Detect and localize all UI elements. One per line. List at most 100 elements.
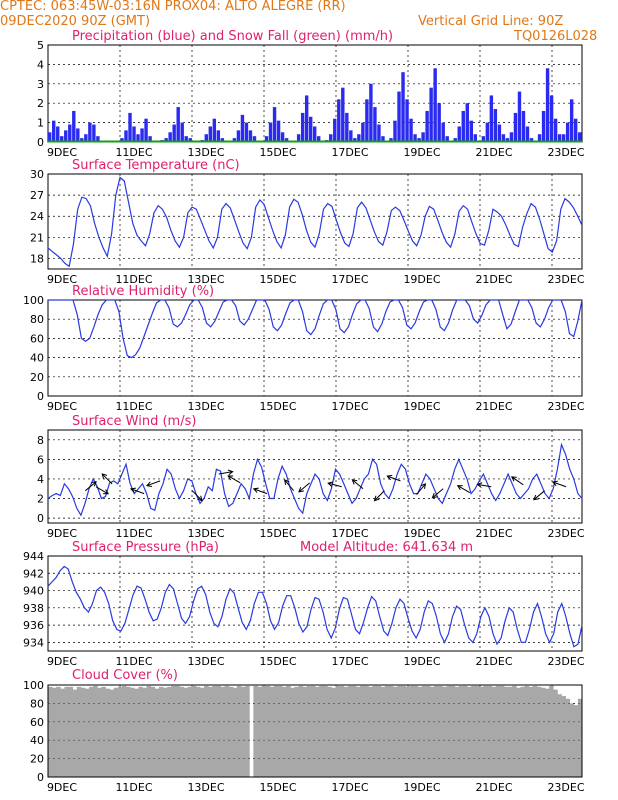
panel-1-precip-bar-51 [252, 136, 257, 142]
panel-6-ytick-label-0: 0 [37, 771, 44, 784]
panel-4-wind-arrow-9 [284, 479, 295, 492]
panel-1-precip-bar-116 [513, 112, 518, 142]
panel-4-wind-arrowhead-4 [146, 481, 153, 487]
panel-6-cloud-bar-101 [462, 685, 468, 777]
panel-6-cloud-bar-109 [495, 685, 501, 777]
panel-5-xtick-label-2: 13DEC [187, 655, 224, 668]
panel-1-precip-bar-96 [433, 68, 437, 142]
panel-6-cloud-bar-44 [228, 686, 234, 777]
panel-6-cloud-bar-86 [401, 685, 406, 777]
panel-1-precip-bar-59 [284, 138, 289, 142]
panel-4-wind-arrow-10 [298, 482, 310, 493]
panel-1-precip-bar-89 [405, 99, 409, 142]
panel-4-wind-arrow-12 [352, 479, 364, 490]
panel-4-wind-arrowhead-10 [298, 487, 304, 493]
panel-6-cloud-bar-128 [573, 705, 579, 777]
panel-6-cloud-bar-15 [109, 689, 115, 777]
panel-4-wind-arrow-0 [85, 481, 97, 492]
panel-1-precip-bar-95 [429, 87, 433, 142]
panel-6-xtick-label-3: 15DEC [259, 781, 296, 794]
panel-6-cloud-bar-79 [372, 685, 378, 777]
panel-6-cloud-bar-1 [52, 687, 57, 777]
panel-3-xtick-label-2: 13DEC [187, 400, 224, 413]
panel-1-precip-bar-81 [373, 107, 377, 142]
panel-1-precip-bar-18 [120, 138, 124, 142]
panel-1-precip-bar-126 [553, 118, 558, 142]
panel-1-precip-bar-31 [172, 124, 176, 142]
panel-1-precip-bar-105 [469, 120, 473, 142]
panel-6-cloud-bar-112 [508, 686, 513, 777]
panel-4-ytick-label-2: 4 [37, 473, 44, 486]
panel-1-precip-bar-65 [308, 116, 313, 142]
panel-1-precip-bar-5 [68, 124, 72, 142]
panel-6-cloud-bar-74 [351, 685, 357, 777]
panel-6-cloud-bar-120 [540, 687, 546, 777]
panel-1-precip-bar-46 [232, 138, 237, 142]
panel-1-precip-bar-94 [425, 110, 429, 142]
panel-6-xtick-label-7: 23DEC [547, 781, 584, 794]
panel-1-xtick-label-3: 15DEC [259, 146, 296, 159]
panel-3-xtick-label-6: 21DEC [475, 400, 512, 413]
panel-2-xtick-label-0: 9DEC [47, 273, 77, 286]
panel-1-precip-bar-48 [240, 114, 245, 142]
panel-6-cloud-bar-47 [241, 686, 246, 777]
panel-4-wind-arrow-19 [511, 476, 524, 486]
panel-6-xtick-label-1: 11DEC [115, 781, 152, 794]
panel-5-ytick-label-5: 944 [23, 550, 44, 563]
panel-4-xtick-label-7: 23DEC [547, 527, 584, 540]
panel-1-precip-bar-79 [365, 99, 369, 142]
panel-6-cloud-bar-18 [121, 685, 127, 777]
panel-6-cloud-bar-26 [154, 688, 160, 777]
header-location: CPTEC: 063:45W-03:16N PROX04: ALTO ALEGR… [0, 0, 346, 14]
panel-4-wind-arrowhead-1 [103, 489, 110, 495]
panel-6-cloud-bar-63 [306, 685, 312, 777]
header-date: 09DEC2020 90Z (GMT) [0, 14, 151, 29]
panel-6-cloud-bar-111 [503, 686, 509, 777]
panel-1-precip-bar-39 [204, 134, 209, 142]
panel-6-cloud-bar-60 [294, 686, 299, 777]
panel-6-cloud-bar-30 [171, 685, 176, 777]
panel-6-cloud-bar-108 [491, 686, 497, 777]
panel-6-xtick-label-4: 17DEC [331, 781, 368, 794]
panel-1-precip-bar-110 [489, 95, 494, 142]
panel-4-wind-arrow-8 [253, 488, 268, 495]
panel-2-ytick-label-0: 18 [30, 252, 44, 265]
panel-4-wind-arrow-16 [432, 488, 444, 499]
panel-6-cloud-bar-126 [565, 698, 571, 777]
header-grid-line: Vertical Grid Line: 90Z [418, 14, 564, 29]
panel-6-cloud-bar-35 [191, 685, 197, 777]
panel-6-cloud-bar-107 [487, 685, 493, 777]
panel-6-cloud-bar-37 [199, 687, 205, 777]
panel-1-precip-bar-50 [248, 130, 253, 142]
panel-1-precip-bar-85 [389, 138, 393, 142]
panel-4-wind-arrowhead-7 [227, 475, 234, 481]
panel-6-cloud-bar-116 [524, 685, 529, 777]
panel-6-cloud-bar-23 [142, 687, 147, 777]
panel-1-precip-bar-117 [517, 91, 522, 142]
panel-1-precip-bar-0 [48, 132, 52, 142]
panel-1-precip-bar-55 [268, 122, 273, 142]
panel-6-ytick-label-2: 40 [30, 734, 44, 747]
panel-4-wind-arrow-13 [374, 490, 385, 501]
panel-6-cloud-bar-43 [224, 685, 230, 777]
panel-6-cloud-bar-103 [471, 685, 476, 777]
panel-5-xtick-label-6: 21DEC [475, 655, 512, 668]
panel-1-precip-bar-124 [545, 68, 550, 142]
panel-6-cloud-bar-13 [101, 686, 106, 777]
panel-1-precip-bar-82 [377, 124, 381, 142]
panel-6-cloud-bar-65 [315, 686, 320, 777]
panel-6-cloud-bar-4 [64, 686, 69, 777]
panel-1-xtick-label-5: 19DEC [403, 146, 440, 159]
panel-4-wind-arrowhead-3 [129, 487, 136, 493]
panel-6-cloud-bar-117 [528, 686, 534, 777]
panel-4-xtick-label-1: 11DEC [115, 527, 152, 540]
panel-6-cloud-bar-6 [72, 689, 78, 777]
panel-1-precip-bar-34 [184, 136, 188, 142]
panel-4-wind-arrow-2 [101, 473, 113, 485]
panel-4-xtick-label-6: 21DEC [475, 527, 512, 540]
panel-5-frame [47, 555, 583, 652]
panel-5-xtick-label-1: 11DEC [115, 655, 152, 668]
panel-1-precip-bar-4 [64, 130, 68, 142]
panel-6-xtick-label-5: 19DEC [403, 781, 440, 794]
